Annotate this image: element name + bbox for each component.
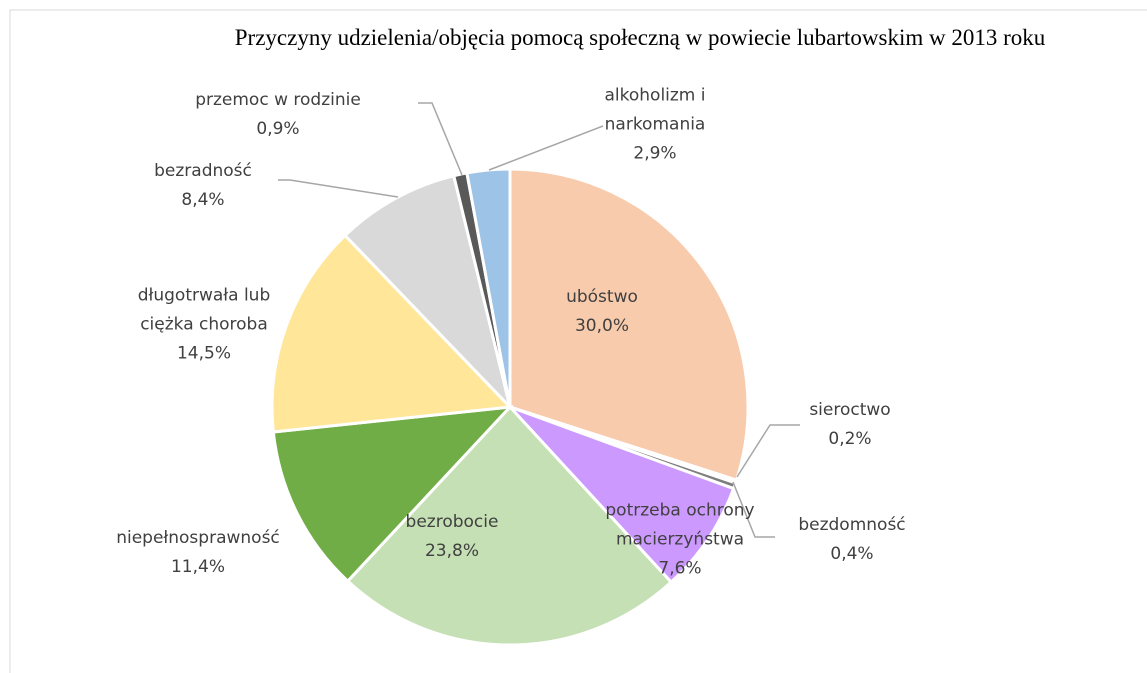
pie-slice: [342, 173, 513, 413]
leader-line: [736, 424, 800, 478]
data-label: bezrobocie 23,8%: [372, 508, 532, 566]
value-label: 11,4%: [170, 557, 225, 577]
data-label: potrzeba ochrony macierzyństwa 7,6%: [595, 497, 765, 584]
value-label: 0,9%: [256, 119, 300, 139]
category-label: przemoc w rodzinie: [195, 90, 361, 110]
data-label: bezradność 8,4%: [123, 157, 283, 215]
value-label: 0,4%: [830, 544, 874, 564]
data-label: przemoc w rodzinie 0,9%: [168, 86, 388, 144]
pie-slice: [270, 233, 514, 434]
pie-slice: [508, 167, 750, 483]
value-label: 0,2%: [828, 429, 872, 449]
data-label: alkoholizm i narkomania 2,9%: [590, 82, 720, 169]
value-label: 8,4%: [181, 190, 225, 210]
pie-slice: [271, 405, 514, 584]
category-label: alkoholizm i narkomania: [604, 85, 706, 135]
value-label: 14,5%: [176, 343, 231, 364]
data-label: sieroctwo 0,2%: [790, 396, 910, 454]
data-label: ubóstwo 30,0%: [522, 283, 682, 341]
frame: [9, 9, 1147, 673]
value-label: 7,6%: [658, 558, 702, 579]
category-label: długotrwała lub ciężka choroba: [137, 285, 271, 335]
leader-line: [278, 179, 399, 198]
category-label: ubóstwo: [566, 287, 638, 307]
category-label: bezrobocie: [405, 512, 499, 532]
data-label: niepełnosprawność 11,4%: [88, 524, 308, 582]
data-label: długotrwała lub ciężka choroba 14,5%: [114, 282, 294, 369]
category-label: bezdomność: [798, 515, 906, 535]
value-label: 30,0%: [574, 316, 629, 336]
category-label: bezradność: [154, 161, 252, 181]
leader-line: [732, 481, 775, 538]
value-label: 2,9%: [633, 143, 677, 164]
category-label: potrzeba ochrony macierzyństwa: [605, 500, 755, 550]
pie-slice: [508, 405, 736, 585]
data-label: bezdomność 0,4%: [792, 511, 912, 569]
leader-line: [488, 125, 604, 171]
category-label: sieroctwo: [809, 400, 891, 420]
pie-slice: [345, 404, 674, 647]
category-label: niepełnosprawność: [116, 528, 280, 548]
pie-slice: [465, 167, 512, 408]
chart-title: Przyczyny udzielenia/objęcia pomocą społ…: [234, 25, 1046, 50]
value-label: 23,8%: [424, 541, 479, 561]
leader-line: [418, 102, 463, 176]
